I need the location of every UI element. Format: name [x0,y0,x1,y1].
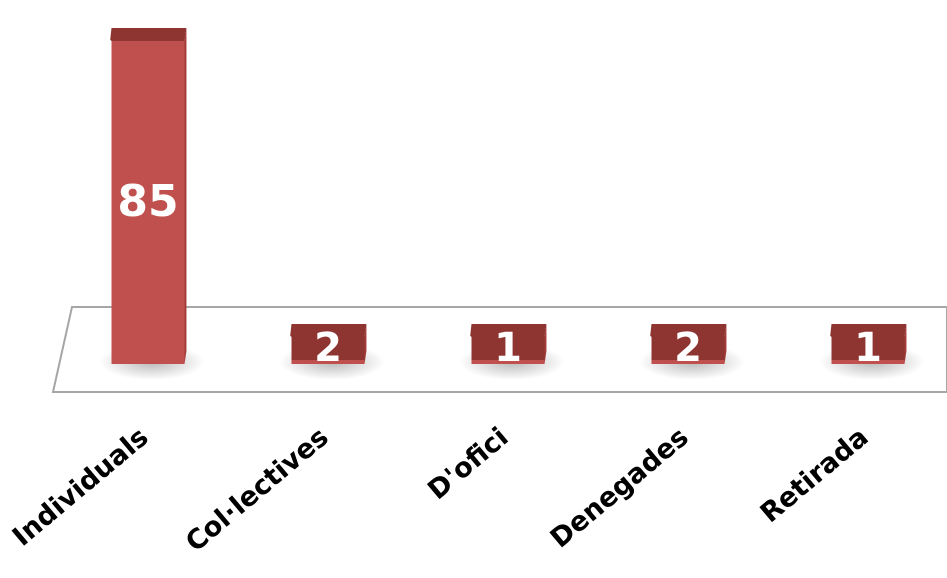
bar-1: 85 [99,28,205,380]
category-axis: Individuals Col·lectives D'ofici Denegades R… [7,422,875,559]
bar-front [651,337,725,364]
data-label: 2 [674,325,702,371]
bar-top [470,324,547,337]
bar-group: 85 2 1 2 1 [99,28,925,380]
data-label: 1 [854,325,882,371]
category-label: Col·lectives [180,422,334,559]
data-label: 2 [314,325,342,371]
category-label: D'ofici [422,422,514,506]
bar-front [831,337,905,364]
bar-side [544,324,547,364]
category-label: Individuals [7,422,155,553]
bar-side [184,28,187,364]
bar-side [904,324,907,364]
bar-5: 1 [819,324,925,380]
bar-front-edge [651,360,725,364]
bar-top [110,28,187,41]
bar-front-edge [291,360,365,364]
bar-front-edge [831,360,905,364]
bar-side [724,324,727,364]
bar-front-edge [471,360,545,364]
bar-side [364,324,367,364]
bar-top [290,324,367,337]
bar-front [111,41,185,364]
bar-3: 1 [459,324,565,380]
bar-front [471,337,545,364]
bar-top [650,324,727,337]
bar-4: 2 [639,324,745,380]
data-label: 1 [494,325,522,371]
bar-2: 2 [279,324,385,380]
category-label: Denegades [545,422,695,555]
bar-front [291,337,365,364]
category-label: Retirada [755,422,875,530]
bar-top [830,324,907,337]
data-label: 85 [117,176,178,227]
